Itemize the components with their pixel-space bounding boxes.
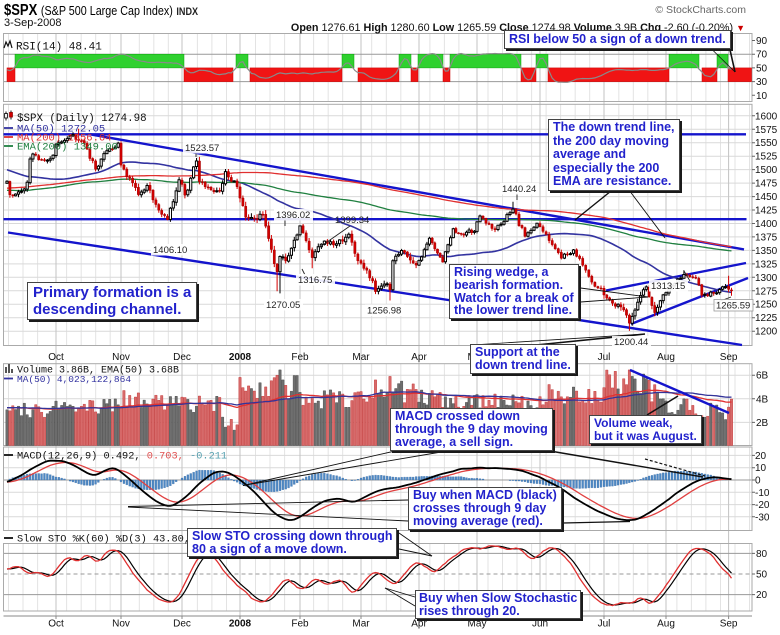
svg-text:$SPX (Daily) 1274.98: $SPX (Daily) 1274.98 <box>17 113 147 125</box>
svg-text:MA(50) 4,023,122,864: MA(50) 4,023,122,864 <box>17 374 131 385</box>
svg-text:Volume 3.86B, EMA(50) 3.68B: Volume 3.86B, EMA(50) 3.68B <box>17 365 179 377</box>
svg-text:1375: 1375 <box>755 232 778 243</box>
svg-text:Aug: Aug <box>657 619 675 630</box>
svg-text:1256.98: 1256.98 <box>367 306 401 317</box>
svg-text:Nov: Nov <box>112 619 130 630</box>
svg-text:70: 70 <box>756 50 768 61</box>
svg-text:-20: -20 <box>755 500 770 511</box>
svg-text:Dec: Dec <box>173 352 191 363</box>
svg-text:Apr: Apr <box>411 619 427 630</box>
svg-text:10: 10 <box>755 463 767 474</box>
svg-text:80: 80 <box>756 549 768 560</box>
svg-text:-30: -30 <box>755 512 770 523</box>
svg-text:1475: 1475 <box>755 179 778 190</box>
svg-text:1450: 1450 <box>755 192 778 203</box>
svg-text:1400: 1400 <box>755 219 778 230</box>
svg-text:Feb: Feb <box>291 619 309 630</box>
svg-text:1396.02: 1396.02 <box>276 210 310 221</box>
svg-text:Oct: Oct <box>48 619 64 630</box>
svg-text:1523.57: 1523.57 <box>185 143 219 154</box>
svg-text:Slow STO %K(60) %D(3) 43.80,: Slow STO %K(60) %D(3) 43.80, <box>17 534 190 546</box>
svg-text:1270.05: 1270.05 <box>266 300 300 311</box>
svg-text:1575: 1575 <box>755 125 778 136</box>
svg-text:Feb: Feb <box>291 352 309 363</box>
svg-text:Aug: Aug <box>657 352 675 363</box>
svg-text:Jun: Jun <box>532 619 548 630</box>
svg-text:90: 90 <box>756 36 768 47</box>
svg-text:Jul: Jul <box>598 352 611 363</box>
svg-text:Mar: Mar <box>352 352 370 363</box>
svg-text:1500: 1500 <box>755 165 778 176</box>
svg-text:1350: 1350 <box>755 246 778 257</box>
svg-text:1325: 1325 <box>755 259 778 270</box>
svg-text:EMA(200) 1349.00: EMA(200) 1349.00 <box>17 142 118 154</box>
svg-text:2B: 2B <box>756 418 769 429</box>
svg-text:Sep: Sep <box>720 619 738 630</box>
svg-text:30: 30 <box>756 77 768 88</box>
svg-text:1250: 1250 <box>755 300 778 311</box>
svg-text:10: 10 <box>756 91 768 102</box>
svg-text:1399.34: 1399.34 <box>335 215 369 226</box>
svg-text:0: 0 <box>755 476 761 487</box>
svg-text:50: 50 <box>756 63 768 74</box>
svg-text:MACD(12,26,9) 0.492, 0.703, -0: MACD(12,26,9) 0.492, 0.703, -0.211 <box>17 451 227 463</box>
svg-text:1313.15: 1313.15 <box>651 281 685 292</box>
svg-text:1225: 1225 <box>755 313 778 324</box>
svg-text:2008: 2008 <box>229 619 252 630</box>
svg-text:4B: 4B <box>756 394 769 405</box>
svg-text:Dec: Dec <box>173 619 191 630</box>
svg-text:1265.59: 1265.59 <box>716 301 750 312</box>
svg-text:MA(200) 1356.64: MA(200) 1356.64 <box>17 133 112 145</box>
svg-text:1425: 1425 <box>755 206 778 217</box>
svg-text:Nov: Nov <box>112 352 130 363</box>
svg-text:20: 20 <box>756 590 768 601</box>
svg-text:1600: 1600 <box>755 111 778 122</box>
svg-text:1300: 1300 <box>755 273 778 284</box>
svg-text:Jul: Jul <box>598 619 611 630</box>
svg-text:Oct: Oct <box>48 352 64 363</box>
svg-text:-10: -10 <box>755 488 770 499</box>
svg-text:1406.10: 1406.10 <box>153 245 187 256</box>
svg-text:Apr: Apr <box>411 352 427 363</box>
svg-text:1550: 1550 <box>755 138 778 149</box>
svg-text:1440.24: 1440.24 <box>502 184 536 195</box>
svg-text:May: May <box>468 619 487 630</box>
svg-text:50: 50 <box>756 570 768 581</box>
svg-text:1275: 1275 <box>755 286 778 297</box>
svg-text:RSI(14) 48.41: RSI(14) 48.41 <box>16 42 102 54</box>
svg-text:6B: 6B <box>756 371 769 382</box>
svg-text:2008: 2008 <box>229 352 252 363</box>
svg-text:1200: 1200 <box>755 327 778 338</box>
svg-text:Sep: Sep <box>720 352 738 363</box>
svg-text:1525: 1525 <box>755 152 778 163</box>
svg-text:MA(50) 1272.05: MA(50) 1272.05 <box>17 124 105 136</box>
svg-text:20: 20 <box>755 451 767 462</box>
svg-text:1200.44: 1200.44 <box>614 337 648 348</box>
svg-text:1316.75: 1316.75 <box>298 275 332 286</box>
svg-text:Mar: Mar <box>352 619 370 630</box>
